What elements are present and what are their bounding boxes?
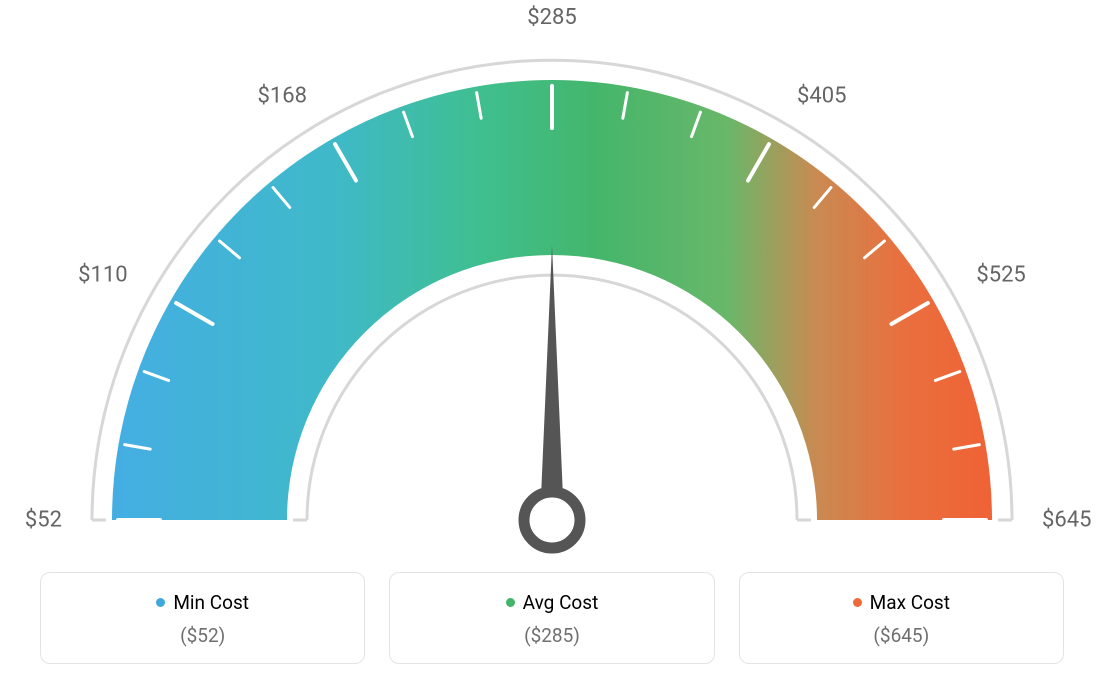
- legend-max-value: ($645): [750, 624, 1053, 647]
- gauge-tick-label: $405: [797, 83, 846, 108]
- legend-min-dot: [156, 598, 165, 607]
- legend-avg-card: Avg Cost ($285): [389, 572, 714, 664]
- legend-min-label: Min Cost: [173, 591, 249, 614]
- legend-max-label: Max Cost: [870, 591, 950, 614]
- gauge-tick-label: $525: [976, 263, 1025, 288]
- legend-min-card: Min Cost ($52): [40, 572, 365, 664]
- gauge-tick-label: $110: [78, 263, 127, 288]
- legend-max-dot: [853, 598, 862, 607]
- gauge-tick-label: $52: [25, 508, 62, 533]
- legend-avg-label: Avg Cost: [523, 591, 599, 614]
- cost-gauge: $52 $110 $168 $285 $405 $525 $645: [0, 0, 1104, 560]
- legend-min-value: ($52): [51, 624, 354, 647]
- legend-avg-value: ($285): [400, 624, 703, 647]
- legend-avg-dot: [506, 598, 515, 607]
- gauge-tick-label: $285: [527, 5, 576, 30]
- gauge-tick-label: $168: [258, 83, 307, 108]
- legend-max-card: Max Cost ($645): [739, 572, 1064, 664]
- legend-row: Min Cost ($52) Avg Cost ($285) Max Cost …: [40, 572, 1064, 664]
- gauge-tick-label: $645: [1042, 508, 1091, 533]
